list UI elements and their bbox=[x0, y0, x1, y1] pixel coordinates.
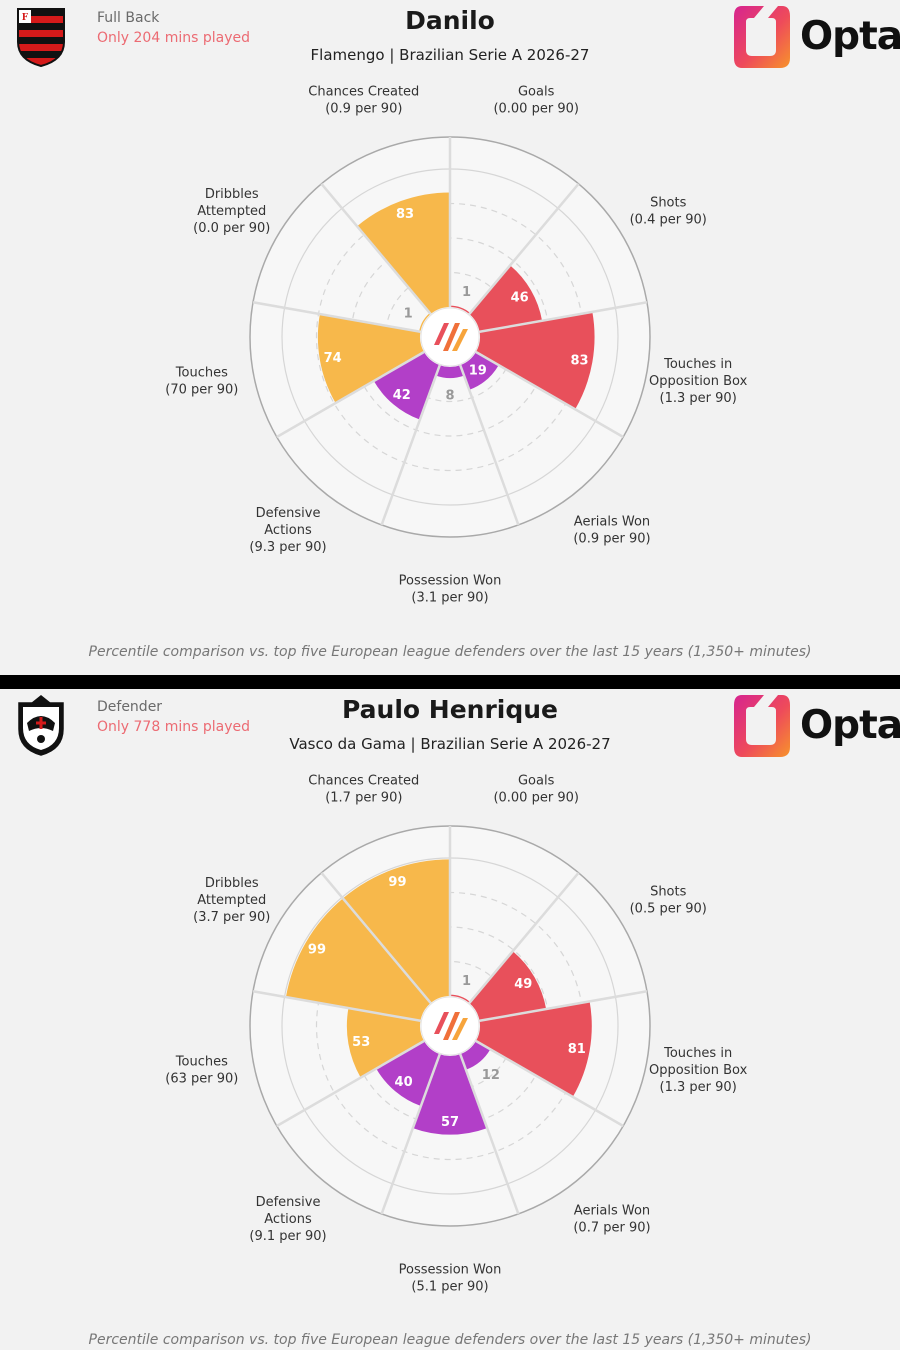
radar-metric-label: Defensive Actions (9.1 per 90) bbox=[249, 1195, 326, 1244]
radar-value-label: 83 bbox=[396, 207, 414, 222]
minutes-played-note: Only 778 mins played bbox=[97, 719, 250, 735]
radar-value-label: 46 bbox=[511, 290, 529, 305]
radar-value-label: 81 bbox=[568, 1042, 586, 1057]
radar-bar bbox=[460, 1041, 491, 1070]
radar-metric-label: Goals (0.00 per 90) bbox=[493, 774, 579, 806]
radar-bar bbox=[460, 352, 499, 390]
radar-metric-label: Defensive Actions (9.3 per 90) bbox=[249, 506, 326, 555]
radar-spoke bbox=[380, 364, 441, 526]
radar-metric-label: Aerials Won (0.9 per 90) bbox=[573, 515, 650, 547]
opta-mark-icon bbox=[734, 6, 790, 68]
radar-spoke bbox=[479, 990, 648, 1023]
radar-value-label: 1 bbox=[462, 974, 471, 989]
radar-bar bbox=[450, 305, 471, 315]
opta-analyst-icon bbox=[434, 323, 468, 351]
radar-value-label: 99 bbox=[388, 875, 406, 890]
radar-spoke bbox=[380, 1053, 441, 1215]
radar-value-label: 53 bbox=[352, 1035, 370, 1050]
radar-bar bbox=[346, 1008, 425, 1078]
radar-metric-label: Touches (63 per 90) bbox=[165, 1054, 238, 1086]
player-name: Paulo Henrique bbox=[342, 695, 558, 724]
radar-metric-label: Goals (0.00 per 90) bbox=[493, 85, 579, 117]
player-position: Full Back bbox=[97, 10, 160, 26]
player-card-danilo: F Full Back Only 204 mins played Danilo … bbox=[17, 4, 900, 660]
radar-metric-label: Aerials Won (0.7 per 90) bbox=[573, 1204, 650, 1236]
radar-spoke bbox=[320, 871, 432, 1004]
radar-value-label: 8 bbox=[445, 389, 454, 404]
radar-bar bbox=[373, 352, 440, 420]
radar-spoke bbox=[252, 990, 421, 1023]
radar-bar bbox=[475, 1001, 592, 1097]
flamengo-crest-icon: F bbox=[17, 8, 65, 68]
radar-metric-label: Dribbles Attempted (3.7 per 90) bbox=[193, 876, 270, 925]
radar-value-label: 1 bbox=[462, 285, 471, 300]
radar-value-label: 40 bbox=[395, 1075, 413, 1090]
radar-bar bbox=[419, 312, 431, 332]
radar-bar bbox=[376, 1041, 440, 1107]
opta-wordmark: Opta bbox=[800, 703, 900, 748]
opta-analyst-icon bbox=[434, 1012, 468, 1040]
panel-divider bbox=[0, 675, 900, 689]
player-card-paulo-henrique: Defender Only 778 mins played Paulo Henr… bbox=[0, 689, 900, 1350]
minutes-played-note: Only 204 mins played bbox=[97, 30, 250, 46]
team-competition: Flamengo | Brazilian Serie A 2026-27 bbox=[310, 46, 590, 64]
chart-footnote: Percentile comparison vs. top five Europ… bbox=[88, 1332, 812, 1348]
radar-bar bbox=[469, 951, 547, 1021]
radar-metric-label: Chances Created (1.7 per 90) bbox=[308, 774, 419, 806]
opta-mark-icon bbox=[734, 695, 790, 757]
radar-chart: 1 46 83 19 8 42 74 1 83 Goals (0.00 per 90) Shots (0… bbox=[165, 85, 748, 606]
radar-metric-label: Chances Created (0.9 per 90) bbox=[308, 85, 419, 117]
radar-bar bbox=[357, 192, 450, 315]
radar-value-label: 12 bbox=[482, 1068, 500, 1083]
player-position: Defender bbox=[97, 699, 163, 715]
radar-spoke bbox=[276, 1039, 425, 1128]
svg-text:F: F bbox=[22, 13, 29, 23]
radar-spoke bbox=[459, 364, 520, 526]
radar-bar bbox=[435, 365, 465, 379]
radar-metric-label: Dribbles Attempted (0.0 per 90) bbox=[193, 187, 270, 236]
opta-wordmark: Opta bbox=[800, 14, 900, 59]
radar-metric-label: Touches (70 per 90) bbox=[165, 365, 238, 397]
radar-spoke bbox=[276, 350, 425, 439]
radar-value-label: 49 bbox=[514, 977, 532, 992]
radar-bar bbox=[317, 314, 425, 404]
radar-bar bbox=[342, 859, 450, 1004]
radar-spoke bbox=[468, 182, 580, 315]
radar-metric-label: Possession Won (5.1 per 90) bbox=[399, 1263, 502, 1295]
radar-bar bbox=[469, 265, 543, 332]
radar-metric-label: Touches in Opposition Box (1.3 per 90) bbox=[649, 357, 748, 406]
radar-value-label: 74 bbox=[324, 351, 342, 366]
radar-spoke bbox=[459, 1053, 520, 1215]
radar-spoke bbox=[320, 182, 432, 315]
radar-spoke bbox=[475, 350, 624, 439]
radar-value-label: 42 bbox=[393, 388, 411, 403]
opta-logo: Opta bbox=[732, 693, 900, 761]
player-name: Danilo bbox=[405, 6, 495, 35]
opta-logo: Opta bbox=[732, 4, 900, 72]
radar-bar bbox=[285, 898, 431, 1021]
radar-bar bbox=[412, 1054, 488, 1135]
radar-bar bbox=[450, 994, 471, 1004]
vasco-crest-icon bbox=[18, 695, 64, 756]
radar-spoke bbox=[475, 1039, 624, 1128]
chart-footnote: Percentile comparison vs. top five Europ… bbox=[88, 644, 812, 660]
radar-metric-label: Possession Won (3.1 per 90) bbox=[399, 574, 502, 606]
radar-metric-label: Shots (0.4 per 90) bbox=[630, 196, 707, 228]
radar-bar bbox=[475, 311, 595, 410]
radar-metric-label: Touches in Opposition Box (1.3 per 90) bbox=[649, 1046, 748, 1095]
radar-value-label: 83 bbox=[570, 353, 588, 368]
radar-metric-label: Shots (0.5 per 90) bbox=[630, 885, 707, 917]
radar-value-label: 99 bbox=[308, 943, 326, 958]
radar-spoke bbox=[479, 301, 648, 334]
radar-spoke bbox=[468, 871, 580, 1004]
radar-value-label: 19 bbox=[469, 364, 487, 379]
radar-chart: 1 49 81 12 57 40 53 99 99 Goals (0.00 per 90) Shots… bbox=[165, 774, 748, 1295]
team-competition: Vasco da Gama | Brazilian Serie A 2026-2… bbox=[289, 735, 611, 753]
radar-value-label: 1 bbox=[404, 306, 413, 321]
radar-value-label: 57 bbox=[441, 1115, 459, 1130]
radar-spoke bbox=[252, 301, 421, 334]
